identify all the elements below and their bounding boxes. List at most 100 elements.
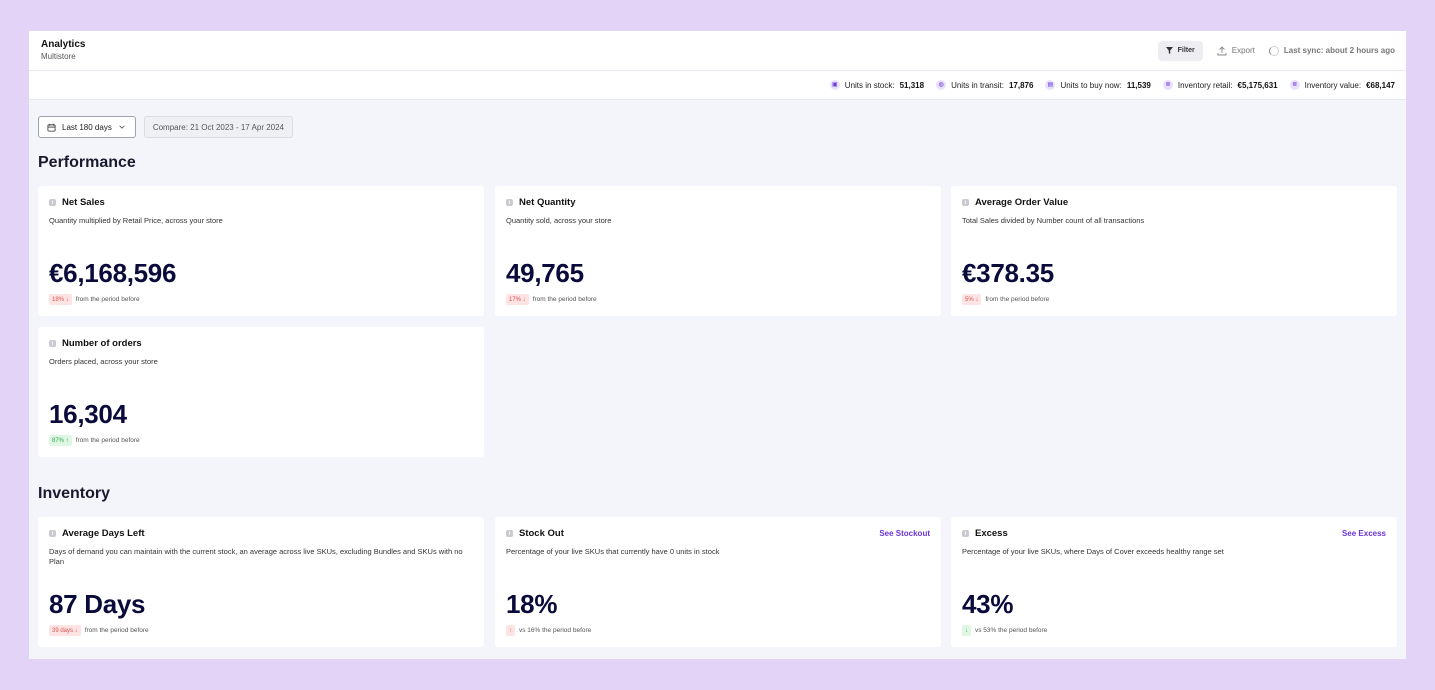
info-icon[interactable]: i bbox=[506, 530, 513, 537]
chevron-down-icon bbox=[119, 125, 125, 129]
card-description: Quantity multiplied by Retail Price, acr… bbox=[49, 216, 223, 225]
metric-units-to-buy: ▤ Units to buy now: 11,539 bbox=[1045, 80, 1151, 90]
page-title: Analytics bbox=[41, 39, 86, 50]
metric-value: €68,147 bbox=[1366, 80, 1395, 90]
card-change: 17% ↓ from the period before bbox=[506, 294, 597, 305]
card-title: Excess bbox=[975, 528, 1008, 539]
card-change: 5% ↓ from the period before bbox=[962, 294, 1049, 305]
card-change: 18% ↓ from the period before bbox=[49, 294, 140, 305]
filter-button[interactable]: Filter bbox=[1157, 40, 1203, 61]
info-icon[interactable]: i bbox=[49, 530, 56, 537]
card-description: Percentage of your live SKUs, where Days… bbox=[962, 547, 1224, 556]
card-description: Quantity sold, across your store bbox=[506, 216, 612, 225]
metric-label: Units to buy now: bbox=[1060, 80, 1122, 90]
card-title: Number of orders bbox=[62, 338, 142, 349]
card-average-order-value: i Average Order Value Total Sales divide… bbox=[951, 186, 1397, 316]
card-value: €6,168,596 bbox=[49, 258, 177, 288]
metric-inventory-value: ≣ Inventory value: €68,147 bbox=[1289, 80, 1395, 90]
card-title: Net Quantity bbox=[519, 197, 576, 208]
card-description: Percentage of your live SKUs that curren… bbox=[506, 547, 720, 556]
card-title: Stock Out bbox=[519, 528, 564, 539]
card-value: €378.35 bbox=[962, 258, 1054, 288]
change-note: from the period before bbox=[75, 296, 140, 303]
upload-icon bbox=[1217, 45, 1227, 55]
card-change: 87% ↑ from the period before bbox=[49, 435, 140, 446]
card-net-quantity: i Net Quantity Quantity sold, across you… bbox=[495, 186, 941, 316]
card-title: Average Order Value bbox=[975, 197, 1069, 208]
compare-label: Compare: 21 Oct 2023 - 17 Apr 2024 bbox=[152, 122, 285, 132]
info-icon[interactable]: i bbox=[49, 340, 56, 347]
info-icon[interactable]: i bbox=[962, 199, 969, 206]
inventory-heading: Inventory bbox=[38, 485, 111, 502]
change-badge: 5% ↓ bbox=[962, 294, 982, 305]
card-net-sales: i Net Sales Quantity multiplied by Retai… bbox=[38, 186, 484, 316]
metric-value: 17,876 bbox=[1008, 80, 1034, 90]
funnel-icon bbox=[1165, 47, 1173, 54]
box-icon: ▣ bbox=[829, 80, 840, 90]
change-note: from the period before bbox=[985, 296, 1050, 303]
date-range-label: Last 180 days bbox=[62, 122, 112, 132]
change-note: vs 53% the period before bbox=[975, 627, 1048, 634]
metric-value: 11,539 bbox=[1126, 80, 1151, 90]
info-icon[interactable]: i bbox=[962, 530, 969, 537]
metric-label: Units in stock: bbox=[844, 80, 895, 90]
card-value: 16,304 bbox=[49, 399, 127, 429]
card-number-of-orders: i Number of orders Orders placed, across… bbox=[38, 327, 484, 457]
period-controls: Last 180 days Compare: 21 Oct 2023 - 17 … bbox=[38, 116, 294, 138]
cart-icon: ▤ bbox=[1045, 80, 1056, 90]
card-value: 49,765 bbox=[506, 258, 584, 288]
metric-value: €5,175,631 bbox=[1237, 80, 1278, 90]
sync-spinner-icon bbox=[1268, 45, 1279, 56]
performance-heading: Performance bbox=[38, 154, 136, 171]
change-note: from the period before bbox=[84, 627, 149, 634]
filter-label: Filter bbox=[1177, 47, 1195, 54]
card-value: 87 Days bbox=[49, 589, 146, 619]
card-stock-out: i Stock Out See Stockout Percentage of y… bbox=[495, 517, 941, 647]
date-range-select[interactable]: Last 180 days bbox=[38, 116, 136, 138]
calendar-icon bbox=[47, 123, 56, 132]
header-actions: Filter Export Last sync: about 2 hours a… bbox=[1157, 40, 1395, 61]
top-header: Analytics Multistore Filter Export Last … bbox=[29, 31, 1406, 71]
card-excess: i Excess See Excess Percentage of your l… bbox=[951, 517, 1397, 647]
change-badge: 39 days ↓ bbox=[49, 625, 81, 636]
info-icon[interactable]: i bbox=[506, 199, 513, 206]
metric-units-in-stock: ▣ Units in stock: 51,318 bbox=[829, 80, 925, 90]
see-stockout-link[interactable]: See Stockout bbox=[879, 529, 930, 538]
export-button[interactable]: Export bbox=[1217, 45, 1255, 56]
card-value: 43% bbox=[962, 589, 1014, 619]
globe-icon: ◍ bbox=[936, 80, 947, 90]
info-icon[interactable]: i bbox=[49, 199, 56, 206]
change-note: from the period before bbox=[75, 437, 140, 444]
change-badge: ↓ bbox=[962, 625, 971, 636]
compare-period[interactable]: Compare: 21 Oct 2023 - 17 Apr 2024 bbox=[143, 116, 294, 138]
change-badge: 17% ↓ bbox=[506, 294, 529, 305]
export-label: Export bbox=[1231, 46, 1255, 55]
card-change: ↓ vs 53% the period before bbox=[962, 625, 1047, 636]
card-average-days-left: i Average Days Left Days of demand you c… bbox=[38, 517, 484, 647]
change-badge: 18% ↓ bbox=[49, 294, 72, 305]
card-description: Total Sales divided by Number count of a… bbox=[962, 216, 1145, 225]
metric-inventory-retail: ≣ Inventory retail: €5,175,631 bbox=[1162, 80, 1278, 90]
metric-units-in-transit: ◍ Units in transit: 17,876 bbox=[936, 80, 1033, 90]
card-title: Net Sales bbox=[62, 197, 105, 208]
card-value: 18% bbox=[506, 589, 558, 619]
card-description: Orders placed, across your store bbox=[49, 357, 158, 366]
sync-status: Last sync: about 2 hours ago bbox=[1268, 45, 1395, 56]
coins-icon: ≣ bbox=[1289, 80, 1300, 90]
metric-label: Inventory retail: bbox=[1177, 80, 1233, 90]
see-excess-link[interactable]: See Excess bbox=[1341, 529, 1386, 538]
brand: Analytics Multistore bbox=[41, 39, 85, 62]
store-name: Multistore bbox=[41, 52, 76, 61]
coins-icon: ≣ bbox=[1162, 80, 1173, 90]
change-badge: ↑ bbox=[506, 625, 515, 636]
metric-label: Inventory value: bbox=[1304, 80, 1362, 90]
metric-value: 51,318 bbox=[899, 80, 925, 90]
card-change: 39 days ↓ from the period before bbox=[49, 625, 149, 636]
card-title: Average Days Left bbox=[62, 528, 145, 539]
card-change: ↑ vs 16% the period before bbox=[506, 625, 591, 636]
inventory-metrics-bar: ▣ Units in stock: 51,318 ◍ Units in tran… bbox=[29, 71, 1406, 100]
change-badge: 87% ↑ bbox=[49, 435, 72, 446]
card-description: Days of demand you can maintain with the… bbox=[49, 547, 463, 566]
sync-label: Last sync: about 2 hours ago bbox=[1283, 46, 1395, 55]
analytics-app: Analytics Multistore Filter Export Last … bbox=[29, 31, 1406, 659]
